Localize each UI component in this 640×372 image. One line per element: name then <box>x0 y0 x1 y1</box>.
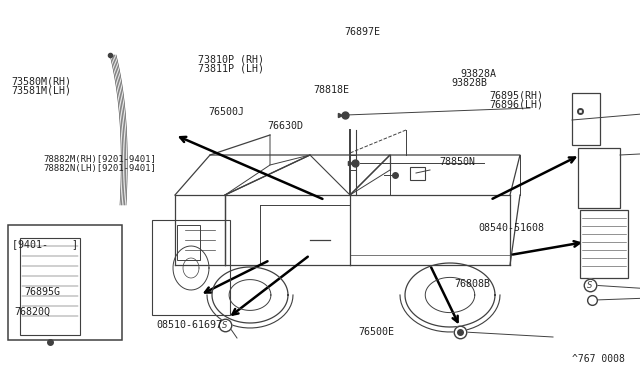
Text: 93828B: 93828B <box>452 78 488 87</box>
Text: 76897E: 76897E <box>344 27 380 36</box>
Text: [9401-    ]: [9401- ] <box>12 239 77 248</box>
Text: 73580M(RH): 73580M(RH) <box>12 77 72 87</box>
Text: 76630D: 76630D <box>268 122 303 131</box>
Text: ^767 0008: ^767 0008 <box>572 354 625 364</box>
Text: 78850N: 78850N <box>439 157 475 167</box>
Text: 73811P (LH): 73811P (LH) <box>198 63 264 73</box>
Text: 73810P (RH): 73810P (RH) <box>198 55 264 64</box>
Text: S: S <box>222 321 228 330</box>
Text: 76808B: 76808B <box>454 279 490 289</box>
Text: 76500E: 76500E <box>358 327 394 337</box>
Text: 76820Q: 76820Q <box>14 307 50 317</box>
Text: 76896(LH): 76896(LH) <box>489 99 543 109</box>
Text: 78818E: 78818E <box>314 85 349 95</box>
Text: 08540-51608: 08540-51608 <box>479 223 545 232</box>
Text: 93828A: 93828A <box>461 70 497 79</box>
Text: 08510-61697: 08510-61697 <box>156 320 222 330</box>
Text: 76895G: 76895G <box>24 287 60 297</box>
Text: 78882N(LH)[9201-9401]: 78882N(LH)[9201-9401] <box>44 164 156 173</box>
Text: S: S <box>588 280 593 289</box>
Text: 76895(RH): 76895(RH) <box>489 91 543 101</box>
Text: 73581M(LH): 73581M(LH) <box>12 85 72 95</box>
Text: 78882M(RH)[9201-9401]: 78882M(RH)[9201-9401] <box>44 155 156 164</box>
Text: 76500J: 76500J <box>208 107 244 116</box>
